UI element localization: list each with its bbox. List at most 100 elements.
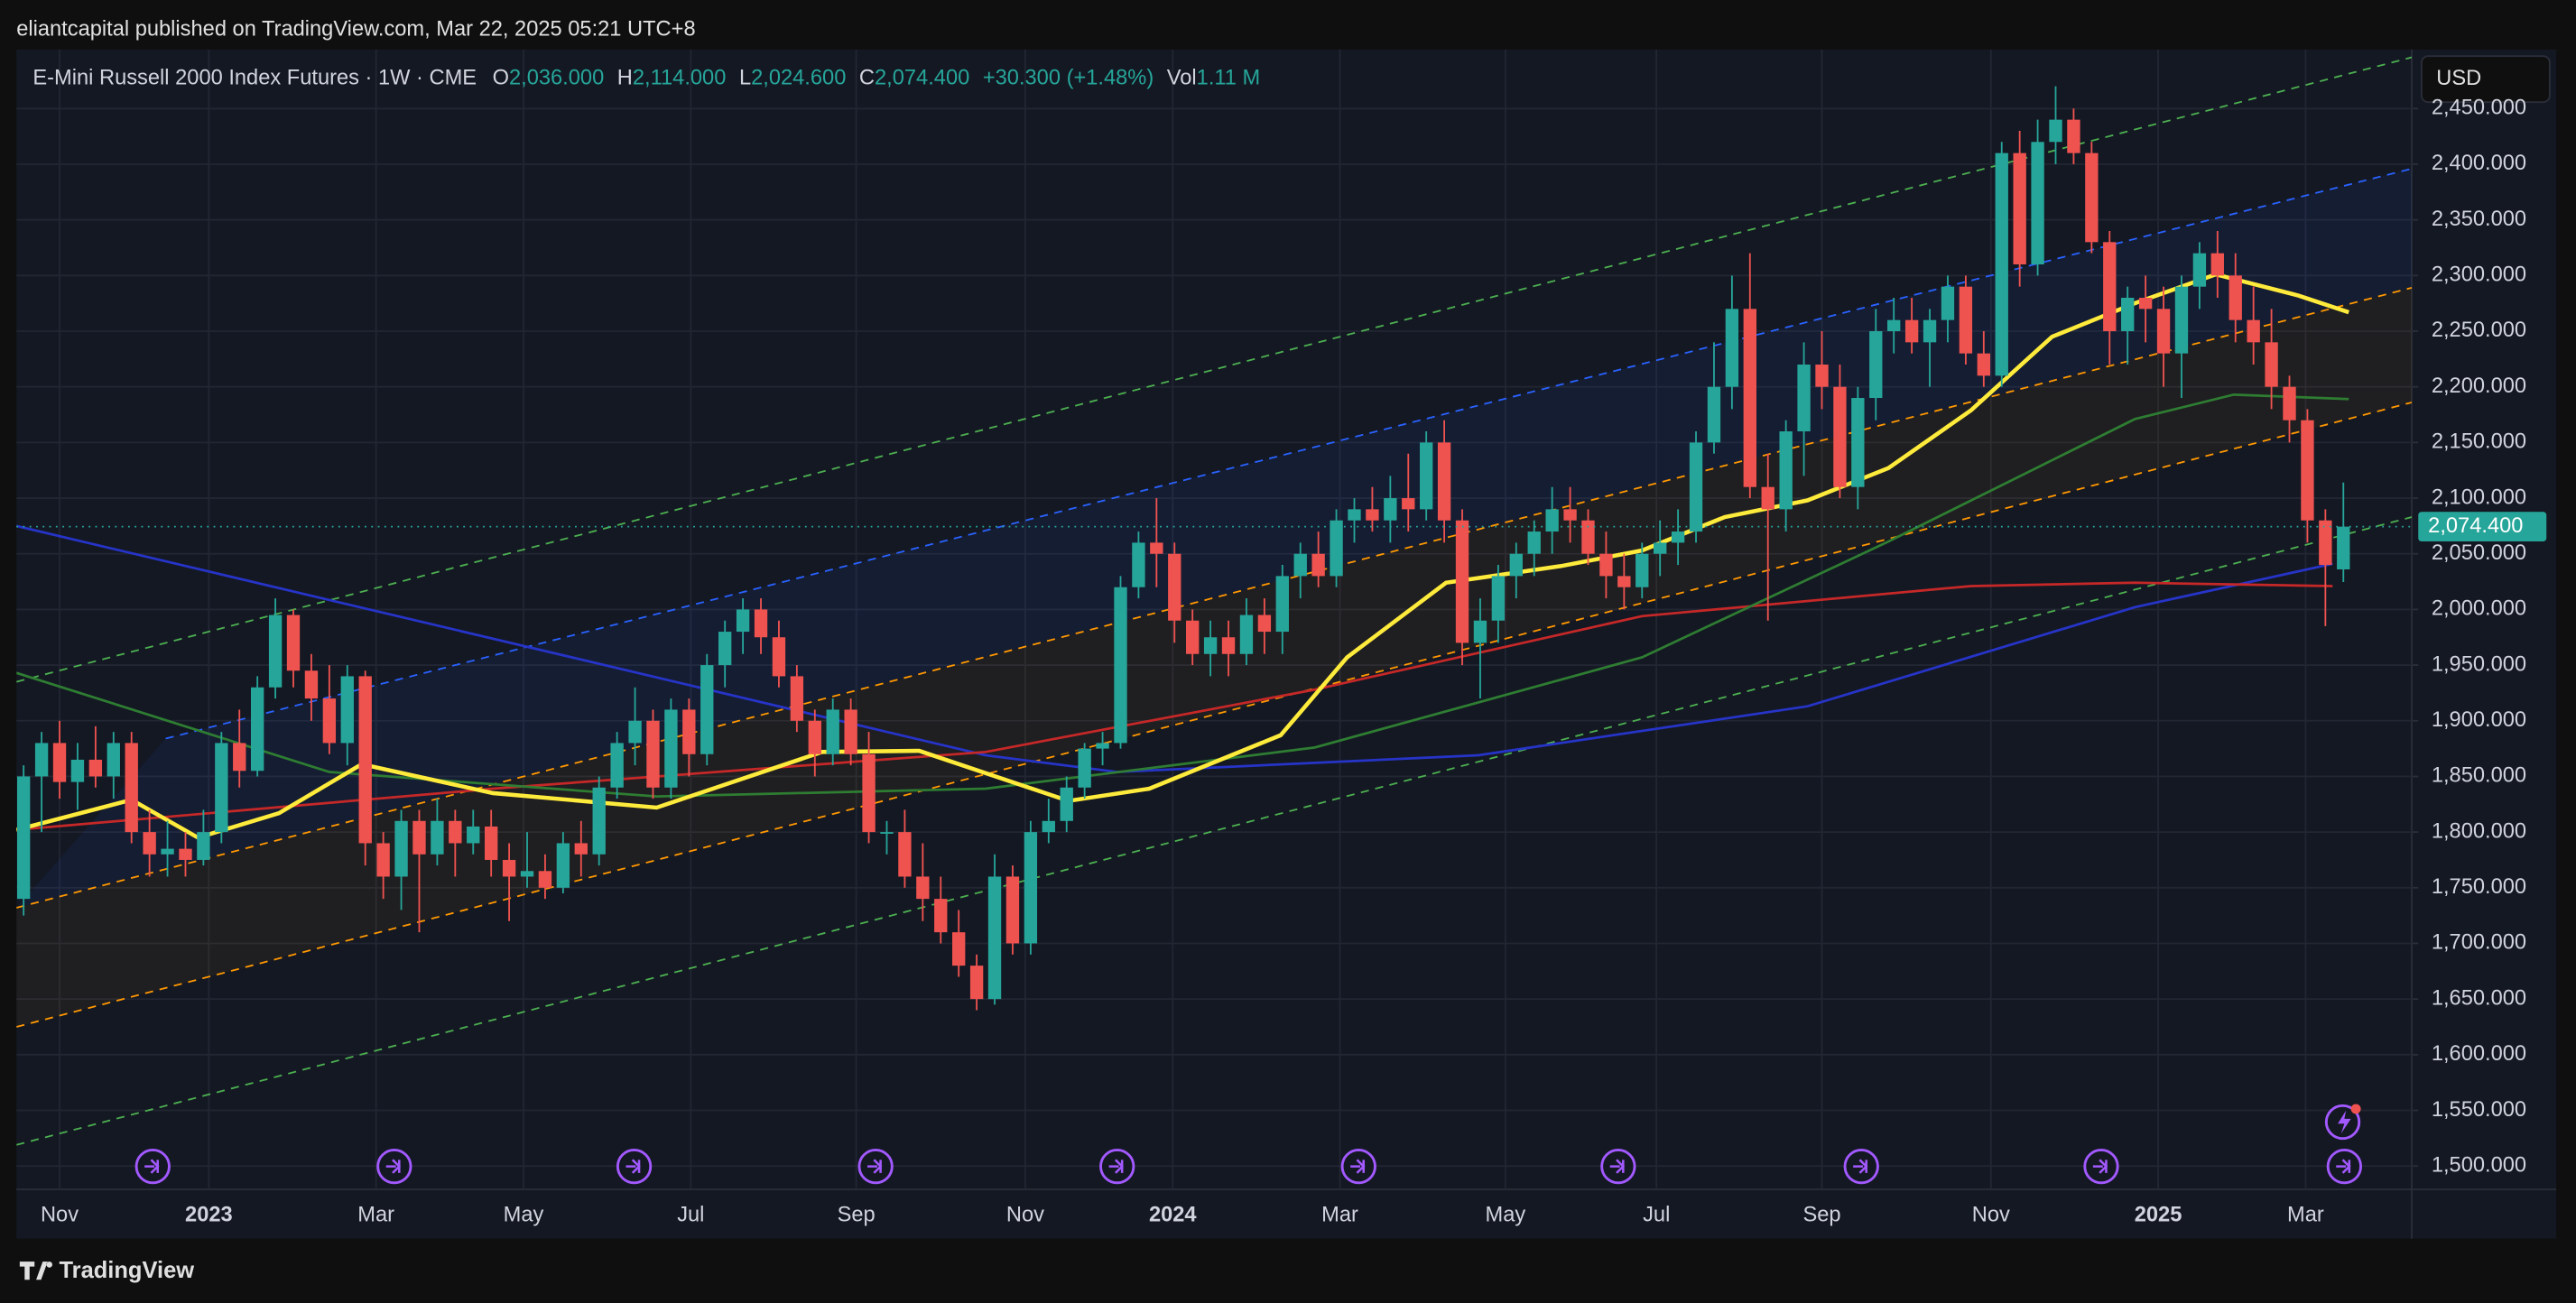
candle-body: [1042, 820, 1055, 833]
candle-body: [286, 615, 301, 671]
candle-body: [2174, 286, 2189, 354]
candle-body: [34, 743, 49, 777]
candle-body: [628, 720, 642, 744]
candle-body: [1743, 309, 1756, 487]
candle-body: [107, 743, 120, 777]
candle-body: [1384, 498, 1397, 521]
x-tick-label: Mar: [357, 1203, 394, 1226]
candle-body: [449, 820, 462, 844]
candle-body: [251, 687, 264, 772]
candle-body: [1078, 748, 1091, 788]
candle-body: [790, 676, 804, 721]
candle-body: [646, 720, 660, 788]
candle-body: [1904, 319, 1919, 343]
candle-body: [1941, 286, 1955, 320]
x-tick-label: 2023: [185, 1203, 233, 1226]
y-tick-label: 1,650.000: [2432, 986, 2526, 1010]
alert-dot: [2350, 1104, 2361, 1114]
candle-body: [520, 871, 534, 877]
candle-body: [736, 609, 750, 633]
currency-button[interactable]: [2420, 55, 2551, 104]
x-tick-label: 2024: [1149, 1203, 1197, 1226]
currency-label[interactable]: USD: [2436, 67, 2481, 90]
candle-body: [2265, 342, 2278, 387]
candle-body: [969, 966, 984, 1000]
event-icon-glyph: [144, 1159, 160, 1174]
x-tick-label: Sep: [1802, 1203, 1840, 1226]
candle-body: [1959, 286, 1973, 354]
y-tick-label: 1,700.000: [2432, 931, 2526, 955]
y-tick-label: 2,150.000: [2432, 430, 2526, 454]
candle-body: [2247, 319, 2260, 343]
y-tick-label: 1,500.000: [2432, 1153, 2526, 1177]
candle-body: [1186, 620, 1200, 654]
legend-value: 2,074.400: [875, 67, 969, 90]
candle-body: [1581, 520, 1595, 554]
x-tick-label: Jul: [1643, 1203, 1670, 1226]
legend-value: 2,024.600: [751, 67, 846, 90]
candle-body: [1761, 486, 1774, 510]
candle-body: [268, 615, 283, 688]
candle-body: [934, 899, 948, 933]
candle-body: [826, 709, 839, 754]
legend-value: 2,036.000: [509, 67, 604, 90]
x-tick-label: Mar: [1321, 1203, 1358, 1226]
candle-body: [1024, 832, 1038, 944]
candle-body: [233, 743, 246, 772]
channel-line: [16, 287, 2412, 909]
y-tick-label: 2,100.000: [2432, 485, 2526, 509]
candle-body: [412, 820, 426, 855]
candle-body: [610, 743, 624, 788]
legend-key: H: [617, 67, 633, 90]
candle-body: [1257, 615, 1272, 633]
candle-body: [2192, 253, 2207, 287]
moving-average: [16, 393, 2349, 799]
candle-body: [1420, 442, 1433, 510]
candle-body: [1168, 553, 1181, 621]
y-tick-label: 1,850.000: [2432, 764, 2526, 788]
candle-body: [1366, 509, 1379, 521]
candle-body: [2301, 420, 2314, 521]
candle-body: [1689, 442, 1703, 532]
candle-body: [394, 820, 408, 877]
x-tick-label: 2025: [2135, 1203, 2182, 1226]
moving-average: [16, 524, 2333, 773]
y-tick-label: 1,600.000: [2432, 1042, 2526, 1066]
candle-body: [1239, 615, 1254, 654]
candle-body: [376, 843, 390, 877]
channel-line: [165, 168, 2412, 740]
y-tick-label: 2,050.000: [2432, 541, 2526, 565]
candle-body: [2049, 119, 2062, 143]
candle-body: [431, 820, 444, 855]
candle-body: [592, 787, 606, 855]
candle-body: [664, 709, 678, 788]
candle-body: [1437, 442, 1451, 521]
candle-body: [1114, 587, 1127, 744]
y-tick-label: 1,550.000: [2432, 1098, 2526, 1122]
brand-name: TradingView: [60, 1258, 195, 1283]
legend-key: Vol: [1167, 67, 1197, 90]
candle-body: [772, 637, 786, 677]
candle-body: [1203, 637, 1218, 654]
candle-body: [754, 609, 768, 638]
event-icon-glyph: [867, 1159, 883, 1174]
candle-body: [1275, 576, 1289, 633]
legend-key: O: [493, 67, 509, 90]
candle-body: [1887, 319, 1901, 332]
candle-body: [844, 709, 857, 754]
candle-body: [2067, 119, 2080, 153]
candle-body: [1833, 386, 1847, 487]
legend-value: 2,114.000: [633, 67, 726, 90]
legend-key: C: [859, 67, 875, 90]
brand-logo: [19, 1261, 52, 1280]
candle-body: [1869, 331, 1883, 399]
candle-body: [1923, 319, 1937, 343]
moving-average: [16, 581, 2333, 832]
candle-body: [179, 848, 192, 860]
candle-body: [808, 720, 821, 754]
candle-body: [556, 843, 570, 888]
x-tick-label: Mar: [2287, 1203, 2324, 1226]
legend-key: L: [739, 67, 751, 90]
